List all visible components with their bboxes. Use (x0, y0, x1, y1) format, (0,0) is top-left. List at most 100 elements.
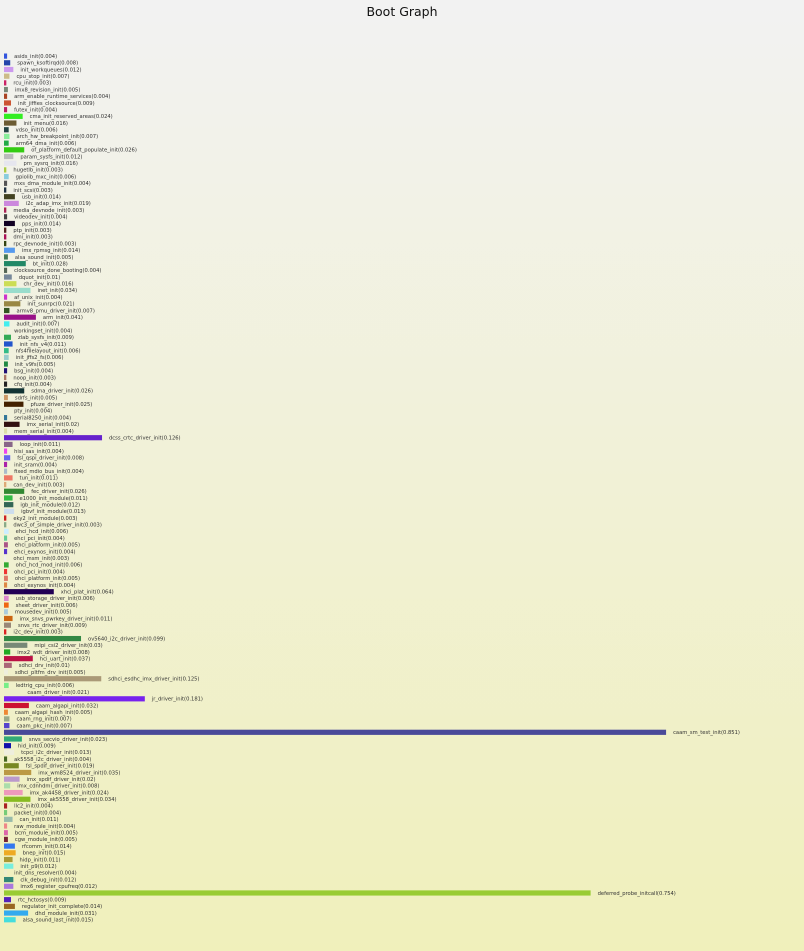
bar-103 (4, 743, 12, 749)
bar-label-124: imx6_register_cpufreq(0.012) (20, 884, 97, 890)
bar-label-67: igb_init_module(0.012) (20, 502, 80, 508)
bar-label-79: ohci_exynos_init(0.004) (14, 583, 75, 589)
bar-label-2: init_workqueues(0.012) (20, 67, 81, 73)
bar-label-9: cma_init_reserved_areas(0.024) (30, 114, 113, 120)
bar-65 (4, 488, 25, 494)
bar-129 (4, 917, 16, 923)
bar-label-54: serial8250_init(0.004) (14, 415, 71, 421)
bar-label-17: hugetlb_init(0.003) (13, 168, 63, 174)
bar-label-52: pfuze_driver_init(0.025) (30, 402, 92, 408)
bar-94 (4, 682, 9, 689)
bar-label-119: bnep_init(0.015) (23, 851, 66, 857)
bar-102 (4, 736, 22, 742)
bar-6 (4, 93, 8, 99)
bar-label-108: imx_spdif_driver_init(0.02) (27, 777, 96, 783)
bar-label-68: igbvf_init_module(0.013) (21, 509, 86, 515)
bar-104 (4, 749, 15, 755)
bar-63 (4, 475, 13, 481)
bar-label-27: dmi_init(0.003) (13, 235, 52, 241)
bar-label-99: caam_rng_init(0.007) (16, 717, 71, 723)
bar-51 (4, 394, 8, 401)
bar-61 (4, 461, 8, 468)
bar-label-47: bsg_init(0.004) (14, 369, 53, 375)
bar-4 (4, 80, 7, 86)
bar-label-56: mem_serial_init(0.004) (14, 429, 74, 435)
bar-21 (4, 194, 15, 200)
bar-32 (4, 267, 8, 273)
bar-label-22: i2c_adap_imx_init(0.019) (26, 201, 91, 207)
bar-label-107: imx_wm8524_driver_init(0.035) (38, 770, 120, 776)
bar-75 (4, 555, 7, 561)
bar-1 (4, 60, 11, 66)
bar-label-114: can_init(0.011) (20, 817, 59, 823)
bar-91 (4, 662, 12, 668)
bar-label-100: caam_pkc_init(0.007) (16, 723, 72, 729)
bar-label-71: ehci_hcd_init(0.006) (16, 529, 69, 535)
bar-label-113: packet_init(0.004) (14, 810, 61, 816)
bar-127 (4, 903, 15, 909)
bar-115 (4, 823, 8, 829)
bar-23 (4, 207, 7, 213)
bar-54 (4, 415, 8, 421)
bar-label-90: hci_uart_init(0.037) (40, 656, 91, 662)
bar-17 (4, 167, 7, 173)
bar-22 (4, 200, 19, 206)
bar-label-4: rcu_init(0.003) (13, 81, 51, 87)
bar-label-28: rpc_devnode_init(0.003) (13, 241, 76, 247)
bar-label-73: ehci_platform_init(0.005) (15, 543, 80, 549)
bar-112 (4, 803, 8, 809)
bar-36 (4, 294, 8, 300)
bar-46 (4, 361, 8, 367)
bar-73 (4, 542, 8, 548)
bar-31 (4, 261, 26, 267)
bar-120 (4, 856, 13, 863)
bar-label-40: audit_init(0.007) (16, 322, 59, 328)
bar-59 (4, 448, 8, 454)
bar-label-89: imx2_wdt_driver_init(0.008) (17, 650, 90, 656)
bar-label-15: param_sysfs_init(0.012) (20, 154, 82, 160)
bar-label-101: caam_sm_test_init(0.851) (673, 730, 740, 736)
bar-label-34: chr_dev_init(0.016) (23, 282, 73, 288)
bar-42 (4, 334, 12, 340)
bar-35 (4, 287, 31, 294)
bar-label-98: caam_algapi_hash_init(0.005) (15, 710, 92, 716)
bar-label-5: imx8_revision_init(0.005) (15, 87, 80, 93)
bar-28 (4, 240, 7, 247)
bar-119 (4, 850, 16, 856)
bar-label-33: dquot_init(0.01) (19, 275, 60, 281)
bar-label-21: usb_init(0.014) (22, 194, 61, 200)
bar-label-49: cfq_init(0.004) (14, 382, 52, 388)
bar-label-126: rtc_hctosys(0.009) (18, 897, 66, 903)
bar-label-94: ledtrig_cpu_init(0.006) (16, 683, 75, 689)
bar-label-12: arch_hw_breakpoint_init(0.007) (16, 134, 98, 140)
bar-69 (4, 515, 7, 521)
bar-label-41: workingset_init(0.004) (14, 328, 72, 334)
bar-label-19: mxs_dma_module_init(0.004) (14, 181, 91, 187)
bar-label-96: jr_driver_init(0.181) (151, 697, 203, 703)
bar-20 (4, 187, 7, 193)
bar-label-70: dwc3_of_simple_driver_init(0.003) (13, 523, 102, 529)
bar-label-36: af_unix_init(0.004) (14, 295, 62, 301)
bar-label-1: spawn_ksoftirqd(0.008) (17, 61, 78, 67)
bar-label-55: imx_serial_init(0.02) (27, 422, 80, 428)
bar-label-39: arm_init(0.041) (43, 315, 83, 321)
bar-label-20: init_scsi(0.003) (13, 188, 52, 194)
bar-label-37: init_sunrpc(0.021) (27, 302, 74, 308)
bar-101 (4, 729, 667, 735)
bar-label-46: init_v9fs(0.005) (15, 362, 56, 368)
bar-80 (4, 589, 54, 595)
bar-71 (4, 528, 9, 535)
bar-label-74: ehci_exynos_init(0.004) (14, 549, 75, 555)
bar-53 (4, 408, 8, 414)
bar-label-95: caam_driver_init(0.021) (27, 690, 89, 696)
bar-82 (4, 602, 9, 608)
bar-29 (4, 247, 15, 253)
bar-108 (4, 776, 20, 782)
bar-label-83: mousedev_init(0.005) (15, 610, 72, 616)
bar-label-53: pty_init(0.004) (14, 409, 52, 415)
bar-66 (4, 495, 13, 501)
bar-8 (4, 107, 8, 113)
bar-label-125: deferred_probe_initcall(0.754) (598, 891, 676, 897)
bar-79 (4, 582, 8, 588)
